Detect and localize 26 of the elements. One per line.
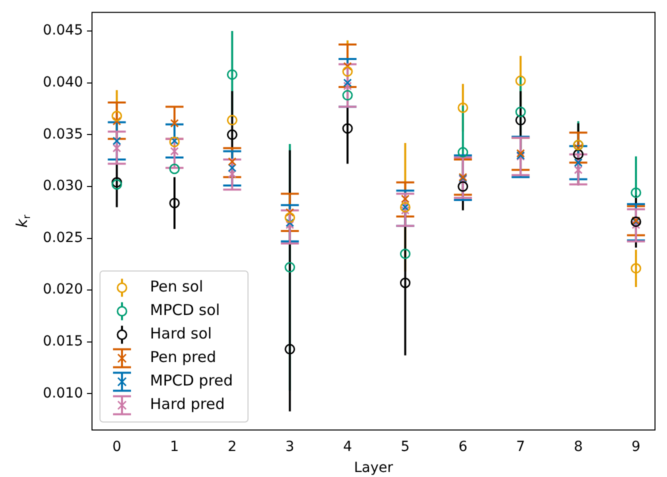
x-tick-label: 3 [285, 439, 294, 456]
y-tick-label: 0.010 [42, 385, 83, 402]
y-axis-title: kr [13, 214, 33, 228]
y-tick-label: 0.030 [42, 178, 83, 194]
x-tick-label: 0 [112, 439, 122, 456]
y-tick-label: 0.040 [42, 74, 83, 91]
x-tick-label: 8 [574, 439, 583, 456]
y-tick-label: 0.025 [42, 230, 83, 246]
legend-label: MPCD sol [150, 301, 220, 320]
y-tick-label: 0.045 [42, 22, 83, 39]
y-tick-label: 0.020 [42, 282, 83, 298]
legend-label: Hard pred [150, 395, 225, 414]
legend-label: MPCD pred [150, 372, 233, 390]
x-tick-label: 7 [516, 439, 526, 456]
legend-label: Hard sol [150, 324, 212, 343]
legend-label: Pen pred [150, 348, 216, 366]
x-tick-label: 6 [458, 439, 468, 456]
legend-label: Pen sol [150, 278, 204, 296]
y-tick-label: 0.015 [42, 334, 83, 350]
x-tick-label: 4 [343, 439, 352, 456]
x-axis-title: Layer [354, 460, 394, 476]
x-tick-label: 5 [400, 439, 410, 456]
x-tick-label: 1 [170, 439, 179, 456]
x-tick-label: 9 [632, 439, 640, 456]
x-tick-label: 2 [228, 439, 237, 456]
y-tick-label: 0.035 [42, 126, 83, 142]
